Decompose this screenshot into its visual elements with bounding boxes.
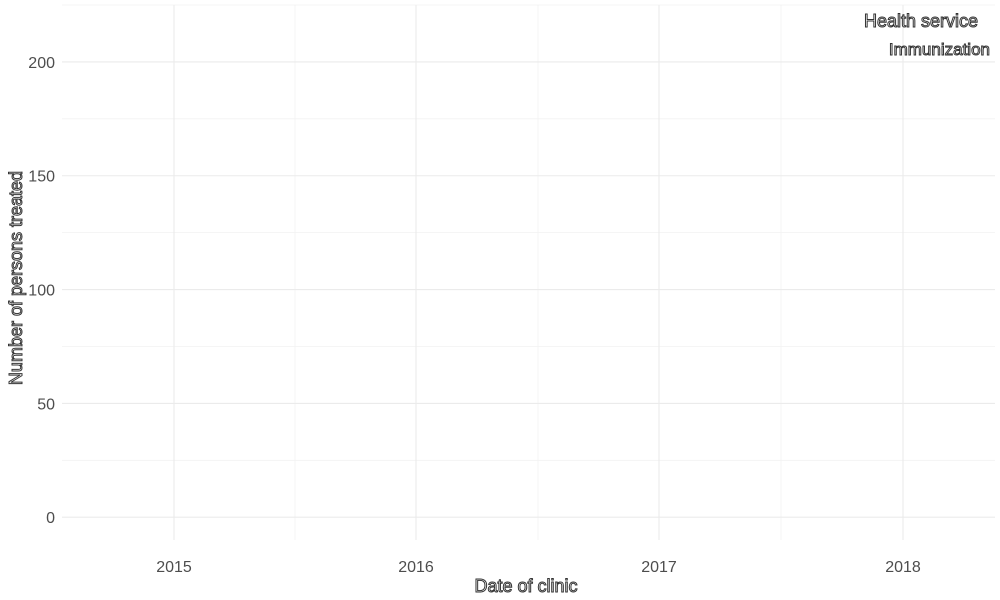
- y-tick-label: 150: [28, 169, 55, 186]
- x-tick-label: 2017: [641, 559, 677, 576]
- x-tick-label: 2015: [156, 559, 192, 576]
- x-axis-ticks: 2015 2016 2017 2018: [156, 559, 921, 576]
- y-axis-ticks: 0 50 100 150 200: [28, 55, 55, 527]
- x-axis-title: Date of clinic: [474, 576, 577, 596]
- y-tick-label: 100: [28, 283, 55, 300]
- y-tick-label: 200: [28, 55, 55, 72]
- x-tick-label: 2016: [398, 559, 434, 576]
- y-axis-title: Number of persons treated: [6, 171, 26, 385]
- x-tick-label: 2018: [885, 559, 921, 576]
- grid: [62, 4, 995, 540]
- y-tick-label: 50: [37, 396, 55, 413]
- legend-title: Health service: [864, 11, 978, 31]
- y-tick-label: 0: [46, 510, 55, 527]
- legend: Health service Immunization: [863, 11, 990, 60]
- legend-entry: Immunization: [889, 40, 990, 59]
